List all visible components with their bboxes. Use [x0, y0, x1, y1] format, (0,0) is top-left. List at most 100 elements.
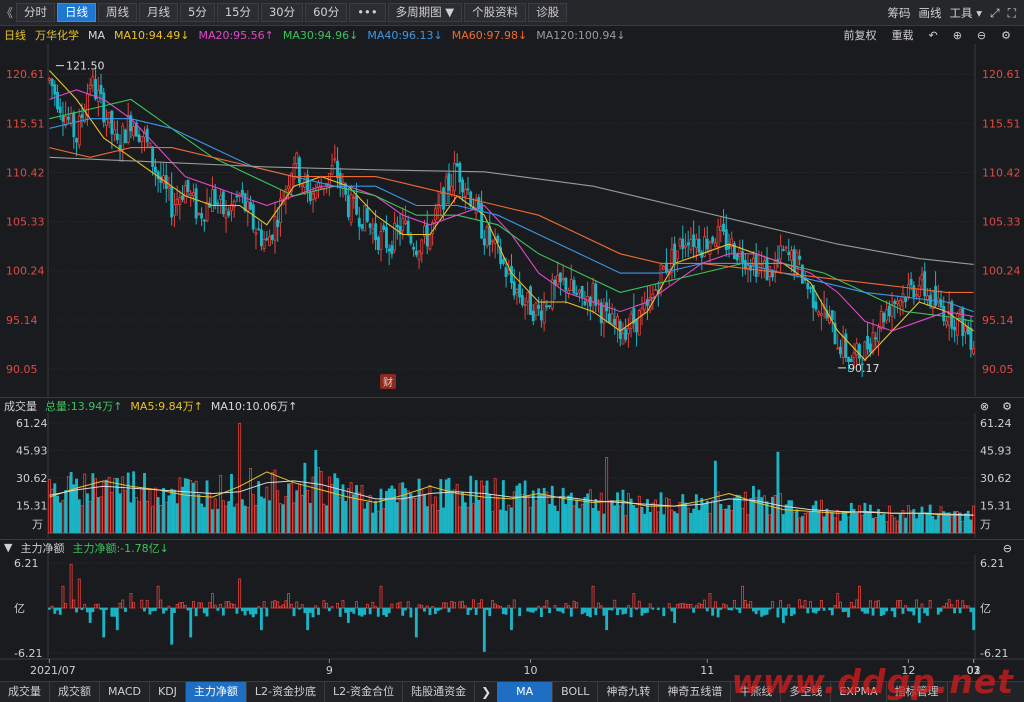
tab-indicator-manage[interactable]: 指标管理: [887, 682, 948, 702]
tab-magic-nine[interactable]: 神奇九转: [598, 682, 660, 702]
draw-line-link[interactable]: 画线: [918, 6, 942, 20]
tab-northbound[interactable]: 陆股通资金: [403, 682, 476, 702]
zoom-out-icon[interactable]: ⊖: [976, 28, 987, 42]
flow-title[interactable]: 主力净额: [20, 541, 65, 555]
flow-bar: [83, 603, 87, 609]
tab-macd[interactable]: MACD: [100, 682, 150, 702]
tab-expma[interactable]: EXPMA: [831, 682, 887, 702]
undo-icon[interactable]: ↶: [928, 28, 938, 42]
flow-bar: [121, 599, 125, 609]
settings-icon[interactable]: ⚙: [1001, 28, 1011, 42]
chevron-right-icon[interactable]: ❯: [481, 685, 492, 699]
fullscreen-icon[interactable]: ⛶: [1007, 5, 1016, 20]
tools-dropdown[interactable]: 工具 ▾: [949, 6, 982, 20]
chip-distribution-link[interactable]: 筹码: [887, 6, 911, 20]
ma40-value: MA40:96.13↓: [367, 28, 443, 42]
volume-bar: [501, 480, 505, 534]
candle-body: [597, 300, 600, 303]
flow-bar: [947, 599, 951, 609]
candle-body: [216, 202, 220, 205]
flow-bar: [72, 599, 76, 609]
candle-body: [599, 302, 603, 324]
zoom-in-icon[interactable]: ⊕: [952, 28, 962, 42]
volume-bar: [942, 511, 946, 534]
tab-magic-five-lines[interactable]: 神奇五线谱: [659, 682, 732, 702]
tab-turnover[interactable]: 成交额: [50, 682, 100, 702]
candle-body: [395, 224, 399, 228]
candle-body: [841, 336, 845, 358]
collapse-left-icon[interactable]: 《: [0, 6, 13, 20]
volume-bar: [344, 501, 348, 534]
volume-bar: [833, 517, 837, 534]
expand-icon[interactable]: ⤢: [989, 5, 1000, 20]
volume-bar: [357, 492, 361, 534]
multi-period-dropdown[interactable]: 多周期图 ▼: [387, 3, 463, 22]
volume-bar: [458, 506, 462, 534]
volume-y-tick-left: 61.24: [16, 417, 48, 430]
tab-weekly[interactable]: 周线: [98, 3, 137, 22]
tab-boll[interactable]: BOLL: [553, 682, 599, 702]
stock-profile-button[interactable]: 个股资料: [464, 3, 527, 22]
close-panel-icon[interactable]: ⊗: [979, 399, 990, 413]
flow-bar: [915, 599, 918, 609]
tab-l2-bottom-fishing[interactable]: L2-资金抄底: [247, 682, 326, 702]
tab-volume[interactable]: 成交量: [0, 682, 50, 702]
volume-title[interactable]: 成交量: [4, 399, 37, 413]
more-periods-button[interactable]: •••: [349, 3, 386, 22]
flow-bar: [580, 607, 584, 615]
flow-bar: [205, 607, 209, 617]
flow-bar: [961, 600, 965, 609]
candle-body: [249, 202, 252, 210]
candlestick-chart[interactable]: 120.61 120.61 115.51 115.51 110.42 110.42 105.…: [0, 44, 1024, 396]
ma-indicator-label[interactable]: MA: [88, 28, 106, 42]
flow-menu-icon[interactable]: ▼: [4, 541, 13, 554]
tab-30min[interactable]: 30分: [260, 3, 304, 22]
volume-bar: [327, 476, 331, 534]
toolbar-right: 筹码 画线 工具 ▾ ⤢ ⛶: [888, 0, 1024, 26]
candle-body: [330, 164, 334, 175]
flow-bar: [379, 585, 383, 609]
candle-body: [811, 285, 815, 308]
tab-daily[interactable]: 日线: [57, 3, 96, 22]
candle-body: [251, 204, 255, 230]
candle-body: [368, 223, 372, 228]
collapse-panel-icon[interactable]: ⊖: [1002, 541, 1012, 555]
forward-adjust-toggle[interactable]: 前复权: [843, 29, 877, 42]
volume-chart[interactable]: 61.24 61.24 45.93 45.93 30.62 30.62 15.31 15.31…: [0, 413, 1024, 538]
tab-main-net-flow[interactable]: 主力净额: [185, 682, 247, 702]
flow-bar: [189, 607, 193, 638]
flow-bar: [262, 601, 266, 609]
diagnose-button[interactable]: 诊股: [528, 3, 568, 22]
tab-kdj[interactable]: KDJ: [150, 682, 186, 702]
tab-monthly[interactable]: 月线: [139, 3, 178, 22]
tab-5min[interactable]: 5分: [180, 3, 215, 22]
tab-ma[interactable]: MA: [497, 682, 554, 702]
candle-body: [583, 301, 587, 306]
flow-bar: [431, 606, 435, 609]
flow-bar: [113, 607, 117, 617]
flow-bar: [635, 607, 638, 610]
flow-bar: [507, 605, 511, 609]
tab-long-short-line[interactable]: 多空线: [781, 682, 832, 702]
tab-fenshi[interactable]: 分时: [16, 3, 55, 22]
tab-bull-bear-line[interactable]: 牛熊线: [731, 682, 782, 702]
tab-15min[interactable]: 15分: [216, 3, 259, 22]
volume-bar: [96, 497, 100, 534]
flow-bar: [183, 605, 187, 609]
flow-bar: [458, 601, 462, 609]
panel-settings-icon[interactable]: ⚙: [1002, 399, 1012, 413]
flow-bar: [594, 607, 598, 616]
volume-bar: [670, 509, 674, 534]
flow-bar: [452, 601, 456, 609]
volume-bar: [461, 492, 465, 534]
volume-bar: [558, 496, 562, 534]
flow-bar: [819, 600, 823, 609]
flow-bar: [211, 593, 214, 609]
reload-button[interactable]: 重载: [891, 29, 914, 42]
flow-bar: [61, 585, 65, 609]
tab-60min[interactable]: 60分: [305, 3, 348, 22]
candle-body: [423, 225, 426, 237]
volume-bar: [966, 510, 970, 534]
tab-l2-position[interactable]: L2-资金合位: [325, 682, 404, 702]
